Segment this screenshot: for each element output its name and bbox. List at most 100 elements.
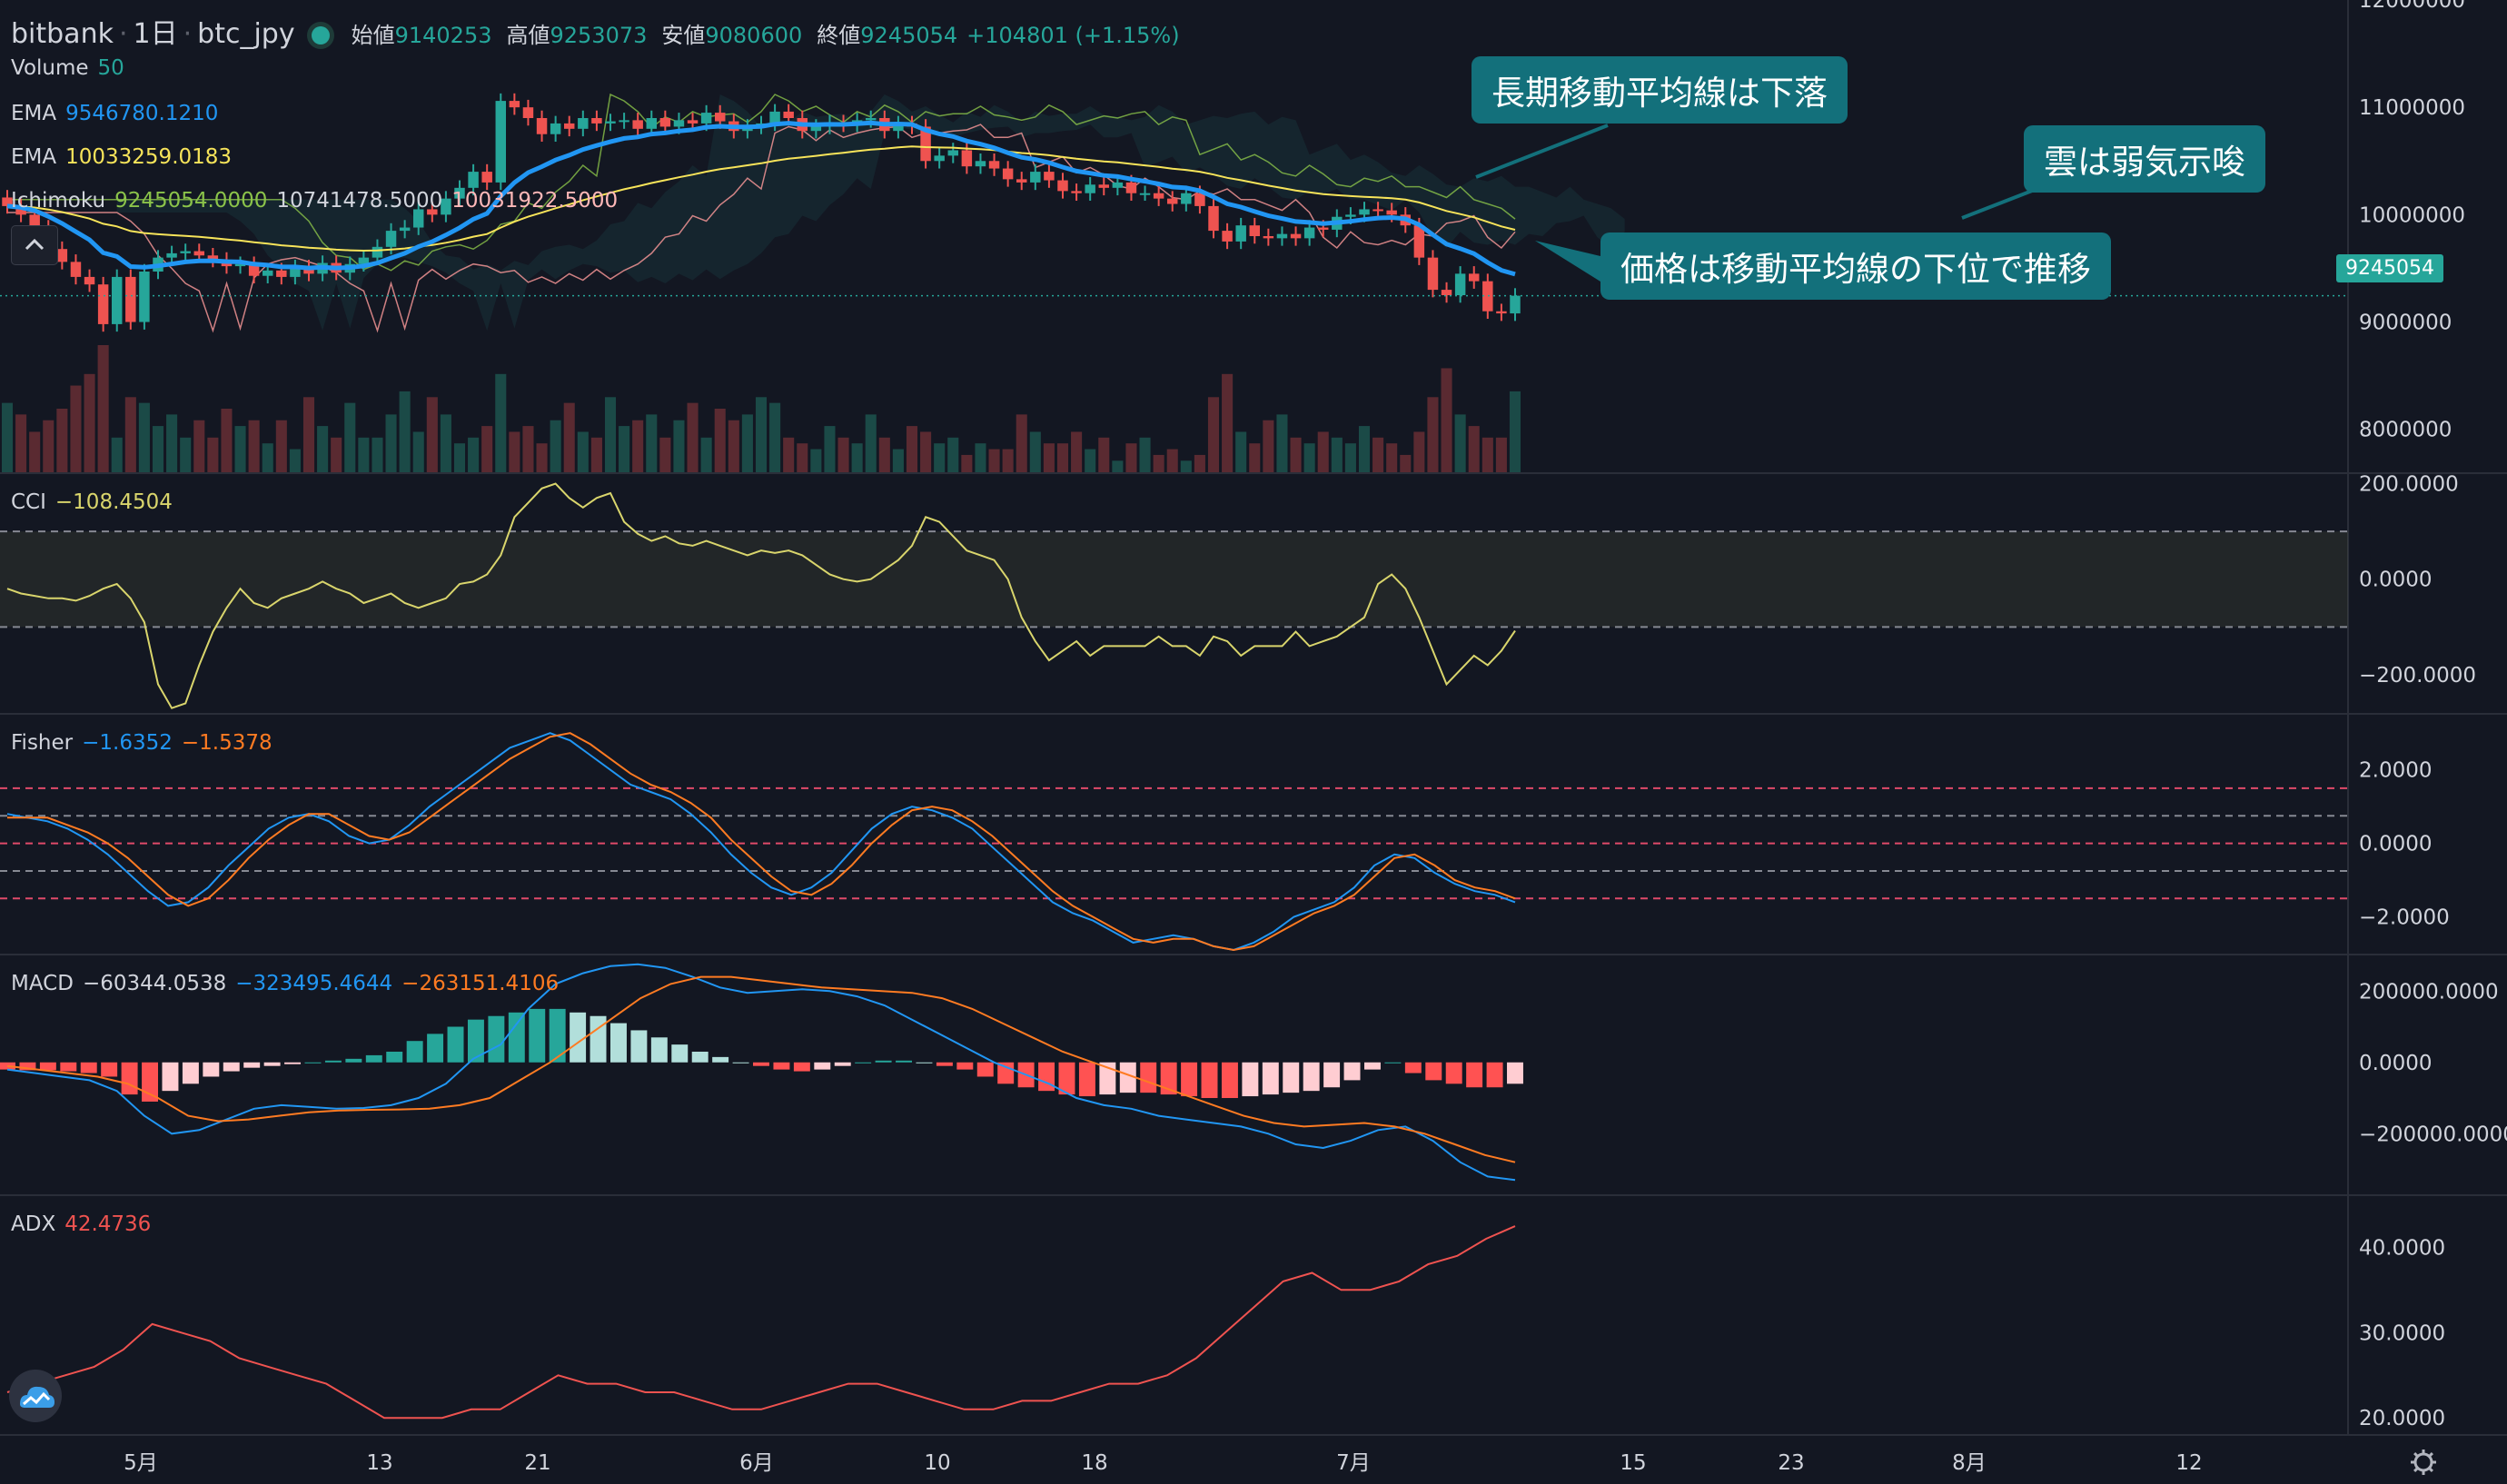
- macd-histogram-bar: [1486, 1062, 1503, 1088]
- volume-bar: [563, 402, 575, 472]
- volume-bar: [797, 443, 808, 472]
- candle-body: [207, 255, 219, 260]
- high-label: 高値: [506, 23, 550, 48]
- macd-histogram-bar: [1343, 1062, 1361, 1081]
- volume-bar: [975, 443, 986, 472]
- candle-body: [1345, 214, 1356, 217]
- volume-bar: [920, 431, 932, 472]
- cloud-logo-icon: [20, 1386, 54, 1408]
- time-tick-label: 5月: [124, 1451, 158, 1475]
- candle-body: [180, 251, 191, 253]
- annotation-cloud-bearish[interactable]: 雲は弱気示唆: [2024, 125, 2265, 193]
- macd-histogram-bar: [630, 1030, 648, 1063]
- candle-body: [358, 257, 370, 264]
- volume-bar: [961, 454, 973, 472]
- macd-legend[interactable]: MACD −60344.0538 −323495.4644 −263151.4106: [11, 972, 568, 995]
- macd-series-line: [6, 963, 1516, 1182]
- candle-body: [1276, 233, 1288, 239]
- time-tick-label: 13: [366, 1451, 392, 1475]
- candle-body: [947, 150, 959, 156]
- macd-histogram-bar: [793, 1062, 810, 1072]
- last-price-tag: 9245054: [2336, 254, 2443, 282]
- volume-bar: [1427, 397, 1439, 472]
- volume-bar: [399, 391, 411, 472]
- gear-icon[interactable]: [2411, 1449, 2436, 1475]
- macd-histogram-bar: [162, 1062, 179, 1092]
- collapse-legend-button[interactable]: [11, 225, 58, 265]
- volume-bar: [481, 426, 493, 472]
- volume-bar: [934, 443, 946, 472]
- candle-body: [1235, 225, 1246, 242]
- macd-histogram-bar: [19, 1062, 36, 1071]
- adx-name: ADX: [11, 1212, 56, 1236]
- candle-body: [125, 276, 136, 322]
- volume-bar: [43, 420, 54, 472]
- macd-histogram-bar: [1058, 1062, 1075, 1095]
- candle-body: [1057, 180, 1068, 192]
- candle-body: [248, 263, 260, 276]
- candle-body: [303, 267, 314, 274]
- volume-bar: [426, 397, 438, 472]
- close-value: 9245054: [860, 23, 958, 48]
- symbol-label[interactable]: btc_jpy: [197, 18, 295, 50]
- ichimoku-legend[interactable]: Ichimoku 9245054.0000 10741478.5000 1003192…: [11, 189, 627, 213]
- cci-band: [0, 531, 2348, 628]
- indicator-tick-label: 0.0000: [2359, 833, 2432, 856]
- candle-body: [961, 150, 973, 167]
- annotation-ma-falling[interactable]: 長期移動平均線は下落: [1472, 56, 1848, 124]
- volume-bar: [440, 414, 451, 472]
- volume-bar: [372, 437, 383, 472]
- brand-logo[interactable]: [9, 1370, 62, 1422]
- volume-bar: [755, 397, 768, 472]
- volume-bar: [988, 449, 1000, 472]
- macd-histogram-bar: [304, 1062, 322, 1064]
- close-label: 終値: [817, 23, 861, 48]
- volume-bar: [604, 397, 617, 472]
- candle-body: [166, 252, 177, 258]
- ema-slow-line: [6, 145, 1516, 252]
- candle-body: [509, 101, 520, 108]
- macd-name: MACD: [11, 972, 74, 995]
- candle-body: [1413, 225, 1425, 258]
- candle-body: [1441, 290, 1452, 295]
- macd-histogram-bar: [447, 1026, 464, 1063]
- volume-bar: [659, 437, 671, 472]
- fisher-legend[interactable]: Fisher −1.6352 −1.5378: [11, 731, 282, 755]
- candle-body: [385, 231, 397, 247]
- candle-body: [769, 111, 780, 124]
- volume-bar: [453, 443, 466, 472]
- macd-histogram-bar: [610, 1023, 627, 1063]
- annotation-price-below-ma[interactable]: 価格は移動平均線の下位で推移: [1600, 232, 2111, 300]
- volume-legend[interactable]: Volume 50: [11, 56, 134, 80]
- open-label: 始値: [351, 23, 395, 48]
- cci-legend[interactable]: CCI −108.4504: [11, 490, 182, 514]
- indicator-tick-label: 30.0000: [2359, 1321, 2445, 1345]
- indicator-series-line: [6, 1225, 1516, 1420]
- candle-body: [975, 161, 986, 167]
- candle-body: [495, 101, 507, 183]
- volume-bar: [70, 385, 82, 472]
- macd-histogram-bar: [1119, 1062, 1136, 1093]
- candle-body: [550, 123, 561, 134]
- volume-bar: [522, 426, 534, 472]
- macd-histogram-bar: [1384, 1062, 1402, 1064]
- adx-legend[interactable]: ADX 42.4736: [11, 1212, 160, 1236]
- price-tick-label: 9000000: [2359, 312, 2452, 335]
- volume-bar: [56, 409, 68, 472]
- volume-bar: [632, 420, 644, 472]
- volume-bar: [865, 414, 877, 472]
- volume-bar: [1180, 460, 1192, 472]
- volume-bar: [1085, 449, 1096, 472]
- annotation-pointer: [1535, 241, 1600, 282]
- ema-slow-legend[interactable]: EMA 10033259.0183: [11, 145, 241, 169]
- macd-histogram-bar: [142, 1062, 158, 1102]
- volume-bar: [824, 426, 836, 472]
- interval-label[interactable]: 1日: [133, 18, 178, 50]
- ema-fast-legend[interactable]: EMA 9546780.1210: [11, 102, 227, 125]
- candle-body: [865, 118, 877, 121]
- candle-body: [1372, 209, 1383, 212]
- macd-histogram-bar: [263, 1062, 281, 1066]
- indicator-tick-label: 0.0000: [2359, 569, 2432, 592]
